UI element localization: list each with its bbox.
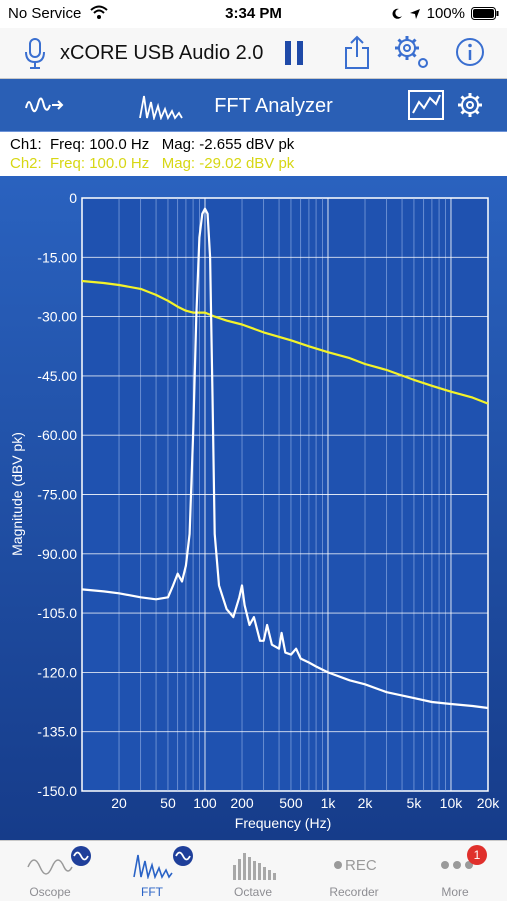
x-tick-label: 20 [111,795,127,811]
wifi-icon [89,5,108,19]
oscope-sine-badge-icon [71,846,91,866]
tool-title: FFT Analyzer [214,95,333,117]
x-tick-label: 100 [193,795,217,811]
tab-more[interactable]: 1 More [405,841,505,901]
y-axis-ticks: 0 -15.00 -30.00 -45.00 -60.00 -75.00 -90.00 -10… [37,190,77,799]
y-tick-label: -30.00 [37,309,77,325]
settings-gear-icon[interactable] [392,34,432,72]
y-tick-label: -75.00 [37,487,77,503]
y-tick-label: -120.0 [37,664,77,680]
x-tick-label: 200 [230,795,254,811]
battery-label: 100% [426,5,465,22]
series-line-ch2 [81,279,489,405]
ch2-readout: Ch2: Freq: 100.0 Hz Mag: -29.02 dBV pk [10,155,295,172]
tool-bar: FFT Analyzer [0,79,507,132]
location-icon [409,8,420,19]
series-lines [81,207,489,710]
fft-tab-icon [133,854,173,879]
tab-oscope[interactable]: Oscope [0,841,100,901]
tab-fft-label: FFT [141,885,163,899]
tab-octave[interactable]: Octave [203,841,303,901]
y-tick-label: -105.0 [37,605,77,621]
tab-recorder[interactable]: REC Recorder [304,841,404,901]
tab-recorder-label: Recorder [329,885,379,899]
tab-more-label: More [441,885,469,899]
x-tick-label: 1k [321,795,337,811]
info-icon[interactable] [455,37,485,67]
generator-wave-icon[interactable] [24,94,64,116]
carrier-label: No Service [8,5,82,22]
status-time: 3:34 PM [225,5,282,22]
x-tick-label: 500 [279,795,303,811]
y-tick-label: -90.00 [37,546,77,562]
tab-oscope-label: Oscope [29,885,71,899]
x-tick-label: 5k [407,795,423,811]
battery-icon [471,7,499,20]
app-title: xCORE USB Audio 2.0 [60,42,264,64]
y-tick-label: -45.00 [37,368,77,384]
microphone-icon[interactable] [22,37,48,71]
y-tick-label: -15.00 [37,249,77,265]
grid [82,198,488,791]
share-icon[interactable] [343,34,371,70]
status-right: 100% [391,5,499,22]
y-tick-label: -60.00 [37,427,77,443]
y-tick-label: -135.0 [37,724,77,740]
status-left: No Service [8,5,108,22]
status-bar: No Service 3:34 PM 100% [0,0,507,28]
x-tick-label: 20k [477,795,501,811]
series-line-ch1 [81,207,489,710]
x-tick-label: 10k [440,795,464,811]
moon-icon [392,8,402,19]
ch1-readout: Ch1: Freq: 100.0 Hz Mag: -2.655 dBV pk [10,136,295,153]
oscope-wave-icon [27,859,73,875]
y-tick-label: 0 [69,190,77,206]
svg-text:REC: REC [345,857,377,874]
x-axis-label: Frequency (Hz) [235,815,331,831]
x-tick-label: 50 [160,795,176,811]
channel-readout: Ch1: Freq: 100.0 Hz Mag: -2.655 dBV pk C… [0,132,507,176]
octave-bars-icon [233,853,276,880]
record-rec-icon: REC [334,857,377,874]
tab-bar: Oscope FFT Octave REC Recorder [0,840,507,901]
fft-icon [139,95,183,120]
y-tick-label: -150.0 [37,783,77,799]
tab-fft[interactable]: FFT [102,841,202,901]
more-badge: 1 [467,845,487,865]
fft-chart[interactable]: 0 -15.00 -30.00 -45.00 -60.00 -75.00 -90.00 -10… [0,176,507,840]
x-tick-label: 2k [358,795,374,811]
pause-icon[interactable] [284,40,304,66]
fft-sine-badge-icon [173,846,193,866]
app-bar: xCORE USB Audio 2.0 [0,28,507,79]
chart-view-icon[interactable] [408,90,444,120]
tab-octave-label: Octave [233,885,272,899]
y-axis-label: Magnitude (dBV pk) [9,432,25,556]
x-axis-ticks: 20 50 100 200 500 1k 2k 5k 10k 20k [111,795,500,811]
gear-icon[interactable] [456,91,484,119]
